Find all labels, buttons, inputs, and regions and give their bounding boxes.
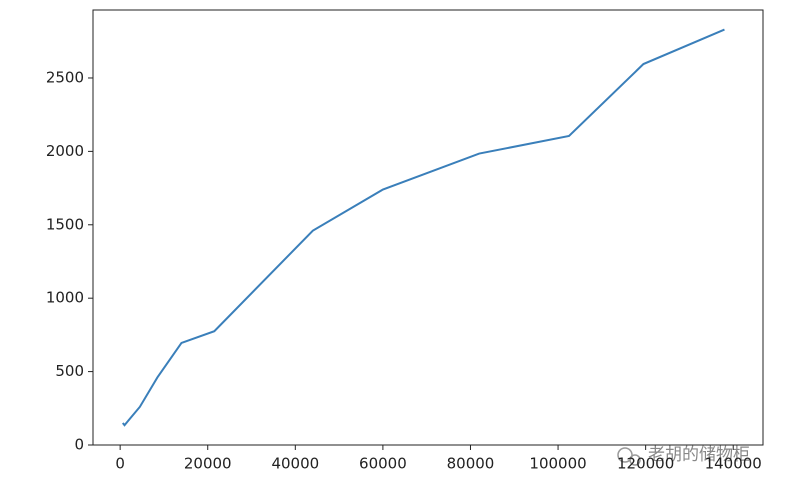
watermark: 老胡的储物柜 — [617, 445, 750, 466]
x-tick-label: 0 — [115, 455, 125, 473]
x-tick-label: 120000 — [617, 455, 674, 473]
y-tick-label: 1500 — [46, 215, 84, 233]
x-tick-label: 80000 — [447, 455, 495, 473]
x-tick-label: 140000 — [705, 455, 762, 473]
y-tick-label: 2500 — [46, 68, 84, 86]
watermark-text: 老胡的储物柜 — [648, 445, 750, 465]
watermark-icon — [617, 447, 633, 463]
watermark-icon — [629, 454, 641, 466]
y-tick-label: 1000 — [46, 289, 84, 307]
plot-frame — [92, 9, 764, 446]
line — [121, 28, 725, 427]
y-tick-label: 0 — [74, 436, 84, 454]
x-tick-label: 20000 — [184, 455, 232, 473]
x-tick-label: 40000 — [271, 455, 319, 473]
x-tick-label: 100000 — [529, 455, 586, 473]
y-tick-label: 500 — [55, 362, 84, 380]
x-tick-label: 60000 — [359, 455, 407, 473]
y-tick-label: 2000 — [46, 142, 84, 160]
